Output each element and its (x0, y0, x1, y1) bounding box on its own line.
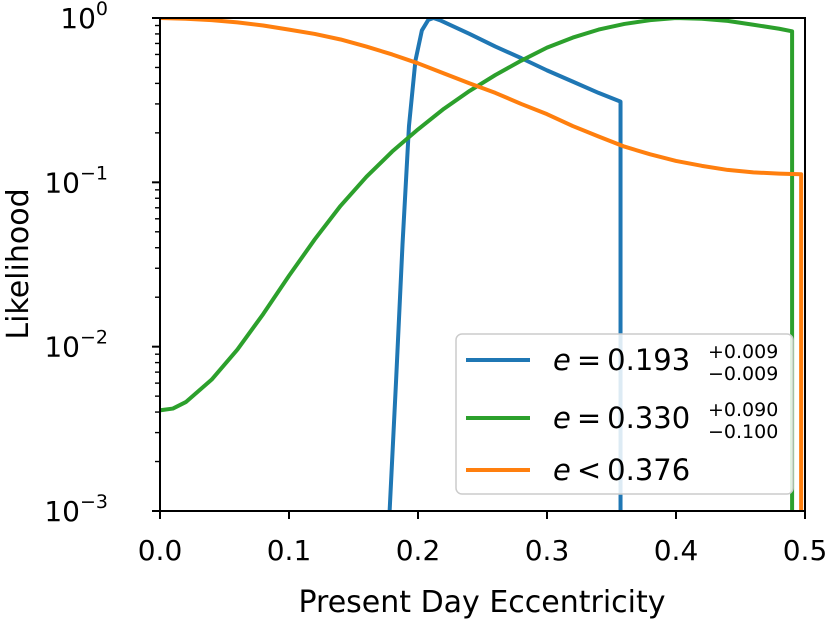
legend-relation: = (577, 343, 601, 377)
legend-value: 0.376 (607, 453, 690, 487)
y-tick-exponent: 0 (96, 0, 108, 20)
legend-entry: e <0.376 (466, 453, 690, 487)
y-tick-base: 10 (44, 331, 80, 364)
legend-entry: e = 0.330 +0.090−0.100 (466, 399, 778, 443)
y-tick-label: 10−1 (44, 162, 108, 199)
legend-value: 0.330 (607, 401, 690, 435)
series-layer (160, 18, 804, 511)
x-tick-label: 0.4 (654, 534, 699, 567)
y-tick-exponent: −2 (80, 327, 108, 349)
legend-entry: e = 0.193 +0.009−0.009 (466, 341, 778, 385)
legend-lower-error: −0.100 (708, 421, 778, 443)
legend-label: e = 0.193 (553, 343, 690, 377)
y-tick-label: 10−2 (44, 327, 108, 364)
y-axis-label: Likelihood (1, 188, 36, 339)
x-axis-label: Present Day Eccentricity (298, 585, 665, 620)
legend-variable: e (553, 343, 571, 377)
series-line-1 (387, 18, 623, 511)
legend-value: 0.193 (607, 343, 690, 377)
legend-label: e = 0.330 (553, 401, 690, 435)
legend-upper-error: +0.009 (708, 341, 778, 363)
x-axis: 0.0 0.1 0.2 0.3 0.4 0.5 (138, 511, 828, 567)
legend-box (455, 333, 794, 495)
legend-variable: e (553, 401, 571, 435)
series-line-2 (160, 18, 795, 511)
y-tick-label: 100 (60, 0, 108, 35)
legend-relation: < (577, 453, 601, 487)
y-tick-exponent: −3 (80, 491, 108, 513)
x-tick-label: 0.3 (525, 534, 570, 567)
legend-relation: = (577, 401, 601, 435)
x-tick-label: 0.2 (396, 534, 441, 567)
plot-frame (159, 17, 806, 512)
legend-upper-error: +0.090 (708, 399, 778, 421)
x-tick-label: 0.1 (267, 534, 312, 567)
legend-lower-error: −0.009 (708, 363, 778, 385)
x-tick-label: 0.5 (783, 534, 828, 567)
x-tick-label: 0.0 (138, 534, 183, 567)
y-tick-label: 10−3 (44, 491, 108, 528)
y-tick-base: 10 (44, 495, 80, 528)
legend-variable: e (553, 453, 571, 487)
legend-label: e <0.376 (553, 453, 690, 487)
y-tick-base: 10 (44, 166, 80, 199)
y-tick-exponent: −1 (80, 162, 108, 184)
series-line-3 (160, 18, 804, 511)
y-tick-base: 10 (60, 2, 96, 35)
